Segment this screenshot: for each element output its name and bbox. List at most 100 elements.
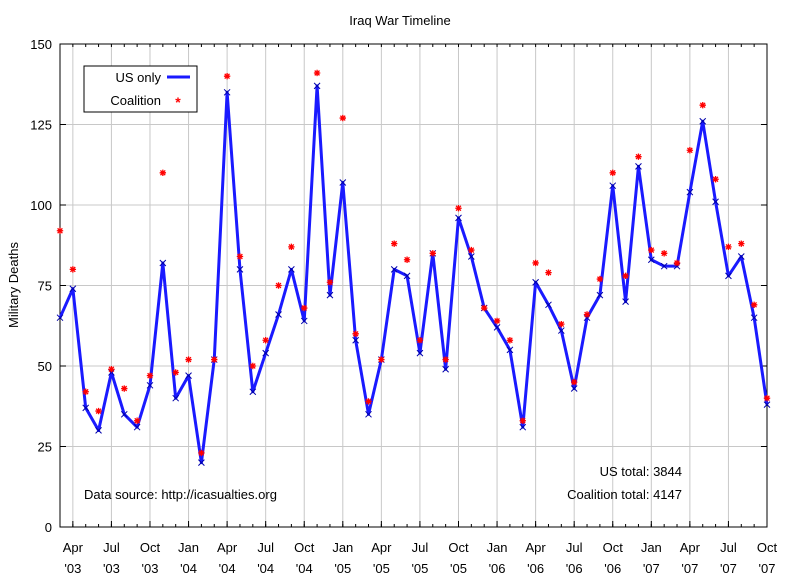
coalition-point <box>506 337 514 344</box>
x-tick-label-month: Oct <box>140 540 161 555</box>
x-tick-label-month: Apr <box>217 540 238 555</box>
coalition-point <box>352 330 359 337</box>
us-only-point <box>365 410 372 418</box>
x-tick-label-month: Apr <box>371 540 392 555</box>
us-only-point <box>82 404 90 412</box>
x-tick-label-year: '04 <box>219 561 236 576</box>
us-only-point <box>622 298 629 305</box>
coalition-point <box>365 398 372 405</box>
coalition-point <box>146 372 154 379</box>
x-tick-label-year: '06 <box>566 561 583 576</box>
coalition-point <box>699 101 706 109</box>
legend-label-us: US only <box>115 70 161 85</box>
us-only-point <box>455 214 462 222</box>
us-only-point <box>352 336 360 344</box>
us-only-point <box>750 314 758 322</box>
x-tick-label-month: Oct <box>603 540 624 555</box>
us-only-point <box>532 278 539 286</box>
x-tick-label-month: Jul <box>412 540 429 555</box>
us-only-point <box>390 266 398 273</box>
coalition-point <box>275 282 282 289</box>
coalition-point <box>545 269 552 276</box>
us-only-point <box>467 253 475 260</box>
x-tick-label-year: '04 <box>180 561 197 576</box>
x-tick-label-month: Jul <box>257 540 274 555</box>
us-only-point <box>647 256 655 264</box>
coalition-point <box>82 388 89 395</box>
coalition-point <box>660 250 668 257</box>
us-only-point <box>403 272 411 280</box>
coalition-point <box>378 356 385 363</box>
annotation-coalition-total: Coalition total: 4147 <box>567 487 682 502</box>
coalition-point <box>172 369 179 376</box>
coalition-point <box>69 266 77 273</box>
coalition-point <box>288 243 295 251</box>
coalition-point <box>185 356 192 363</box>
coalition-point <box>262 337 269 344</box>
x-tick-label-month: Jan <box>487 540 508 555</box>
coalition-point <box>570 378 578 386</box>
us-only-point <box>609 182 617 190</box>
coalition-point <box>313 69 321 77</box>
coalition-point <box>481 304 488 312</box>
coalition-point <box>648 246 655 254</box>
us-only-line <box>58 84 769 465</box>
us-only-point <box>159 259 167 267</box>
us-only-point <box>763 401 771 408</box>
coalition-point <box>596 275 604 283</box>
us-only-point <box>185 372 192 380</box>
us-only-point <box>313 82 321 90</box>
x-tick-label-year: '05 <box>411 561 428 576</box>
legend-swatch-coalition: * <box>175 94 181 110</box>
us-only-point <box>557 327 565 334</box>
us-only-point <box>146 381 154 389</box>
us-only-point <box>737 253 745 260</box>
us-only-point <box>570 385 578 392</box>
us-only-point <box>300 317 308 325</box>
coalition-point <box>223 73 231 80</box>
us-only-point <box>288 266 295 273</box>
x-tick-label-year: '06 <box>604 561 621 576</box>
y-tick-label: 100 <box>30 198 52 213</box>
chart-title: Iraq War Timeline <box>349 13 450 28</box>
coalition-point <box>532 259 539 267</box>
coalition-point <box>763 395 771 402</box>
y-tick-label: 25 <box>38 440 52 455</box>
coalition-point <box>493 317 501 325</box>
x-tick-label-month: Apr <box>526 540 547 555</box>
us-only-point <box>416 349 424 357</box>
x-tick-label-month: Oct <box>294 540 315 555</box>
us-only-point <box>712 198 719 206</box>
x-tick-label-year: '03 <box>64 561 81 576</box>
annotation-us-total: US total: 3844 <box>600 464 682 479</box>
us-only-point <box>660 262 668 270</box>
us-only-point <box>69 285 77 293</box>
coalition-point <box>133 417 141 424</box>
coalition-point <box>468 246 475 254</box>
us-only-point <box>275 311 282 318</box>
legend: US only Coalition * <box>83 65 198 113</box>
y-axis-label: Military Deaths <box>6 242 21 328</box>
coalition-point <box>416 337 424 344</box>
us-only-point <box>120 410 128 418</box>
us-only-point <box>223 88 231 96</box>
coalition-point <box>159 169 167 176</box>
x-tick-label-year: '06 <box>527 561 544 576</box>
coalition-point <box>249 362 257 370</box>
x-tick-label-year: '07 <box>681 561 698 576</box>
x-tick-label-year: '07 <box>720 561 737 576</box>
us-only-point <box>133 423 141 431</box>
us-only-point <box>95 427 102 434</box>
coalition-point <box>750 301 758 309</box>
us-only-point <box>519 423 527 431</box>
us-only-point <box>699 117 707 125</box>
coalition-point <box>108 366 115 373</box>
coalition-point <box>95 407 102 415</box>
y-tick-label: 75 <box>38 279 52 294</box>
coalition-point <box>121 385 128 392</box>
axis-ticks: 0 25 50 75 100 125 150 Apr '03 Jul '03 Oct '03 Jan '04… <box>30 37 777 576</box>
coalition-point <box>583 311 591 318</box>
plot-frame <box>59 43 768 528</box>
us-only-point <box>249 388 257 396</box>
coalition-point <box>519 417 526 424</box>
